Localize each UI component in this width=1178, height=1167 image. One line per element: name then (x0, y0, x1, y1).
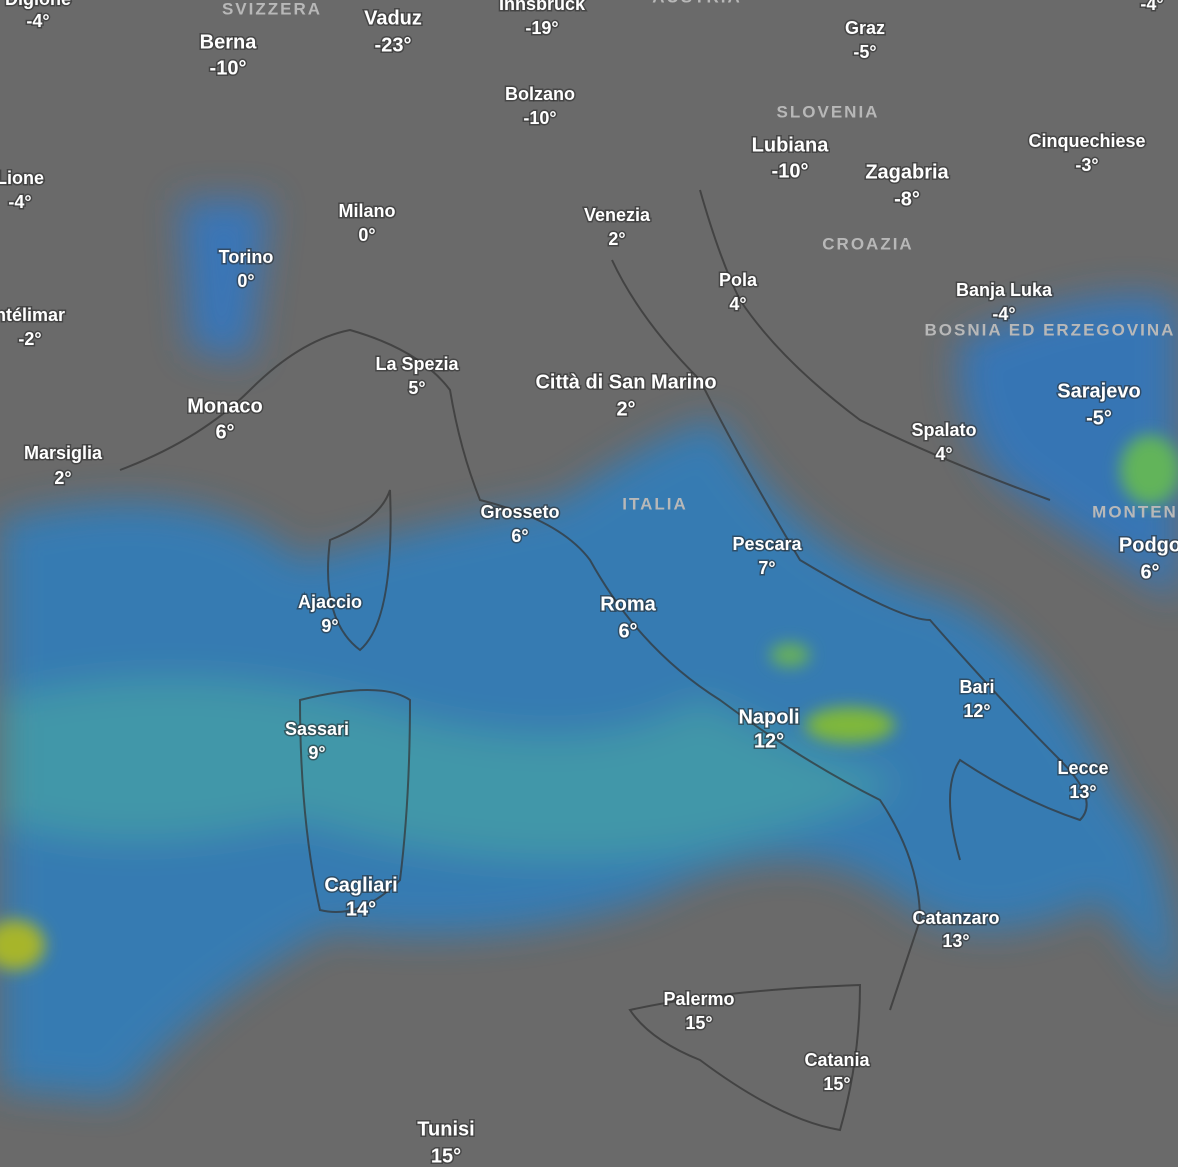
city-temperature: -5° (853, 42, 876, 62)
city-name: Spalato (911, 420, 976, 440)
city-name: Graz (845, 18, 885, 38)
city-temperature: -4° (8, 192, 31, 212)
city-temperature: 14° (346, 898, 376, 920)
country-label: BOSNIA ED ERZEGOVINA (925, 320, 1176, 339)
city-name: Lione (0, 168, 44, 188)
city-temperature: 13° (942, 931, 969, 951)
city-temperature: -10° (772, 160, 809, 182)
city-name: Sarajevo (1057, 380, 1140, 402)
city-temperature: 9° (308, 743, 325, 763)
city-name: La Spezia (375, 354, 459, 374)
city-name: Vaduz (364, 7, 422, 29)
city-temperature: -4° (26, 11, 49, 31)
city-name: Catania (804, 1050, 870, 1070)
city-temperature: 6° (1140, 561, 1159, 583)
city-name: Venezia (584, 205, 651, 225)
city-name: Torino (219, 247, 274, 267)
city-temperature: 2° (616, 398, 635, 420)
precipitation-layer (0, 200, 1178, 1100)
city-temperature: 15° (823, 1074, 850, 1094)
city-name: Marsiglia (24, 443, 103, 463)
city-temperature: 2° (54, 468, 71, 488)
city-name: Città di San Marino (535, 371, 716, 393)
city-name: Roma (600, 593, 656, 615)
city-temperature: -4° (1140, 0, 1163, 14)
city-name: Lecce (1057, 758, 1108, 778)
city-temperature: 5° (408, 378, 425, 398)
city-name: Sassari (285, 719, 349, 739)
city-temperature: -8° (894, 188, 920, 210)
city-temperature: 15° (685, 1013, 712, 1033)
country-label: ITALIA (622, 494, 688, 513)
city-name: Palermo (663, 989, 734, 1009)
city-name: Tunisi (417, 1118, 474, 1140)
city-temperature: -2° (18, 329, 41, 349)
intense-cells (0, 435, 1178, 970)
city-name: Berna (200, 31, 258, 53)
city-temperature: 7° (758, 558, 775, 578)
city-name: Ajaccio (298, 592, 362, 612)
city-temperature: 9° (321, 616, 338, 636)
city-temperature: 6° (215, 421, 234, 443)
city-temperature: -4° (992, 304, 1015, 324)
city-temperature: 4° (729, 294, 746, 314)
city-name: Milano (339, 201, 396, 221)
city-temperature: -5° (1086, 407, 1112, 429)
city-temperature: 15° (431, 1145, 461, 1167)
city-name: Digione (5, 0, 71, 9)
country-label: AUSTRIA (652, 0, 742, 6)
city-name: Grosseto (480, 502, 559, 522)
city-temperature: 6° (618, 620, 637, 642)
city-temperature: 12° (963, 701, 990, 721)
city-name: Podgo (1119, 534, 1178, 556)
city-name: Bolzano (505, 84, 575, 104)
country-label: SLOVENIA (777, 102, 880, 121)
city-name: Banja Luka (956, 280, 1053, 300)
city-name: Pola (719, 270, 758, 290)
city-temperature: 6° (511, 526, 528, 546)
coastlines (119, 189, 1088, 1132)
city-temperature: 2° (608, 229, 625, 249)
city-name: Monaco (187, 395, 263, 417)
country-label: SVIZZERA (222, 0, 322, 18)
country-label: MONTEN (1092, 502, 1178, 521)
city-name: Catanzaro (912, 908, 999, 928)
city-temperature: 0° (237, 271, 254, 291)
city-name: Lubiana (752, 134, 830, 156)
city-temperature: 0° (358, 225, 375, 245)
city-temperature: 4° (935, 444, 952, 464)
city-temperature: 12° (754, 730, 784, 752)
city-temperature: 13° (1069, 782, 1096, 802)
city-name: Bari (959, 677, 994, 697)
city-temperature: -10° (210, 57, 247, 79)
city-name: Zagabria (865, 161, 949, 183)
city-name: Cagliari (324, 874, 397, 896)
country-label: CROAZIA (822, 234, 913, 253)
city-temperature: -23° (375, 34, 412, 56)
city-temperature: -19° (525, 18, 558, 38)
city-name: Innsbruck (499, 0, 586, 14)
city-temperature: -10° (523, 108, 556, 128)
city-name: Pescara (732, 534, 802, 554)
city-name: Napoli (738, 706, 799, 728)
city-name: ntélimar (0, 305, 65, 325)
city-name: Cinquechiese (1028, 131, 1145, 151)
city-temperature: -3° (1075, 155, 1098, 175)
